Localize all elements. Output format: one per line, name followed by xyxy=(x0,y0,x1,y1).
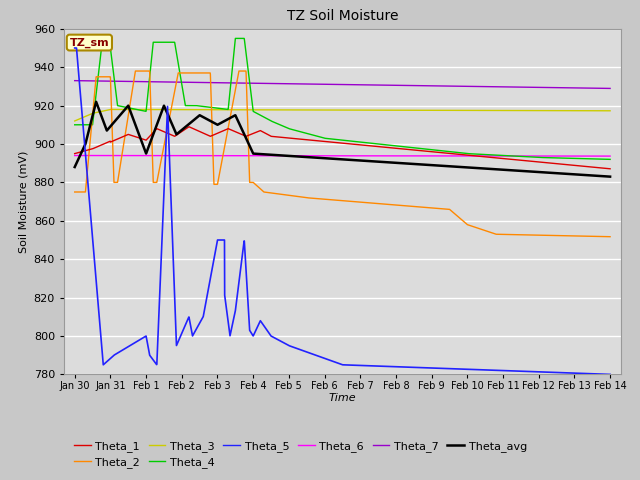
Text: TZ_sm: TZ_sm xyxy=(70,37,109,48)
Legend: Theta_1, Theta_2, Theta_3, Theta_4, Theta_5, Theta_6, Theta_7, Theta_avg: Theta_1, Theta_2, Theta_3, Theta_4, Thet… xyxy=(70,436,531,472)
Y-axis label: Soil Moisture (mV): Soil Moisture (mV) xyxy=(18,150,28,253)
Title: TZ Soil Moisture: TZ Soil Moisture xyxy=(287,10,398,24)
X-axis label: Time: Time xyxy=(328,393,356,403)
